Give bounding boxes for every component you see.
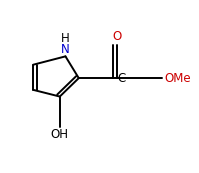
Text: N: N: [61, 43, 70, 56]
Text: OMe: OMe: [164, 72, 191, 85]
Text: C: C: [118, 72, 126, 85]
Text: OH: OH: [51, 128, 69, 141]
Text: O: O: [112, 30, 121, 43]
Text: H: H: [61, 32, 70, 45]
